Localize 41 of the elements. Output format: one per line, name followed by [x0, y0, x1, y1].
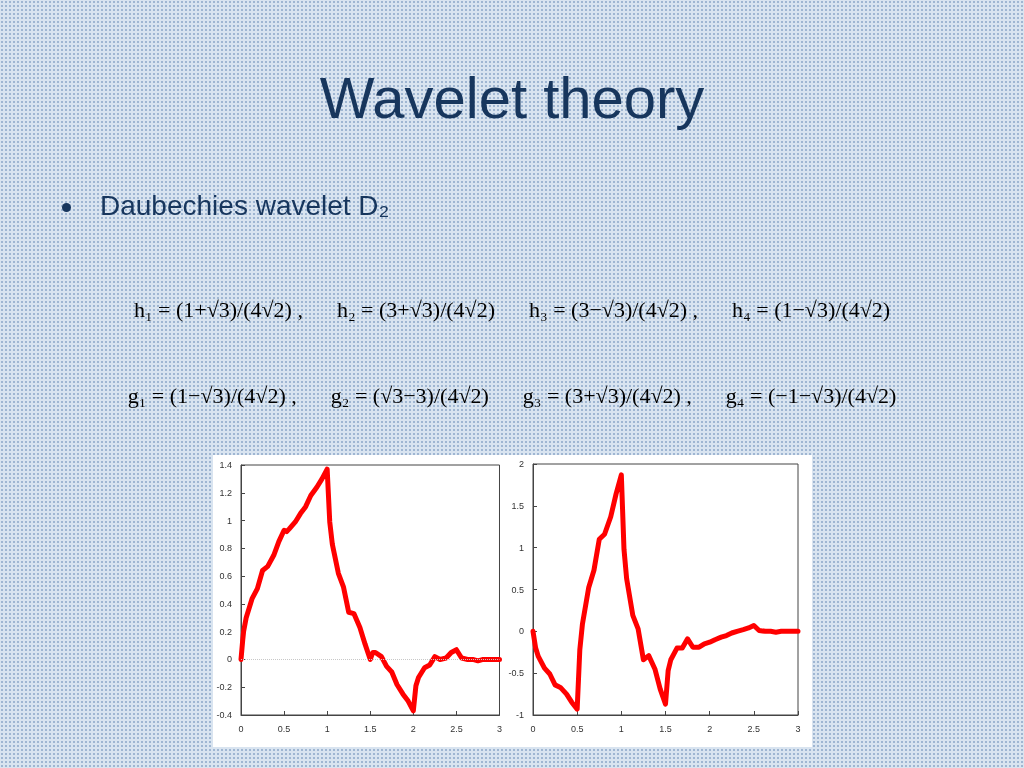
- text: h₄ = (1−√3)/(4√2): [732, 296, 891, 324]
- text: Wavelet theory: [318, 64, 706, 132]
- y-tick-label: -0.2: [216, 682, 232, 693]
- y-tick-label: -0.5: [508, 668, 524, 679]
- x-tick-label: 0: [238, 723, 244, 734]
- y-tick-label: 0: [518, 626, 524, 637]
- x-tick-label: 0: [530, 723, 536, 734]
- x-tick-label: 1: [324, 723, 330, 734]
- text: g₁ = (1−√3)/(4√2) ,: [127, 382, 297, 410]
- y-tick-label: 0.5: [511, 584, 524, 595]
- y-tick-label: 1: [226, 515, 232, 526]
- x-tick-label: 1.5: [363, 723, 377, 734]
- x-tick-label: 2: [410, 723, 416, 734]
- y-tick-label: 1.2: [219, 487, 232, 498]
- x-tick-label: 3: [795, 723, 801, 734]
- text: g₄ = (−1−√3)/(4√2): [725, 382, 897, 410]
- y-tick-label: 0: [226, 654, 232, 665]
- y-tick-label: -0.4: [216, 710, 232, 720]
- text: Daubechies wavelet D₂: [100, 189, 390, 223]
- text: h₃ = (3−√3)/(4√2) ,: [529, 296, 699, 324]
- text: g₂ = (√3−3)/(4√2): [330, 382, 489, 410]
- x-tick-label: 1.5: [659, 723, 672, 734]
- y-tick-label: -1: [515, 710, 524, 720]
- y-tick-label: 0.4: [219, 598, 232, 609]
- x-tick-label: 2: [707, 723, 713, 734]
- y-tick-label: 0.6: [219, 571, 232, 582]
- y-tick-label: 1.5: [511, 500, 524, 511]
- y-tick-label: 1: [518, 542, 524, 553]
- x-tick-label: 1: [618, 723, 624, 734]
- text: h₂ = (3+√3)/(4√2): [336, 296, 495, 324]
- y-tick-label: 2: [518, 459, 524, 469]
- text: g₃ = (3+√3)/(4√2) ,: [522, 382, 692, 410]
- y-tick-label: 0.2: [219, 626, 232, 637]
- x-tick-label: 2.5: [747, 723, 761, 734]
- x-tick-label: 3: [496, 723, 503, 734]
- x-tick-label: 0.5: [570, 723, 584, 734]
- x-tick-label: 0.5: [277, 723, 291, 734]
- y-tick-label: 1.4: [219, 460, 232, 470]
- x-tick-label: 2.5: [450, 723, 463, 734]
- y-tick-label: 0.8: [219, 543, 232, 554]
- text: h₁ = (1+√3)/(4√2) ,: [133, 296, 303, 324]
